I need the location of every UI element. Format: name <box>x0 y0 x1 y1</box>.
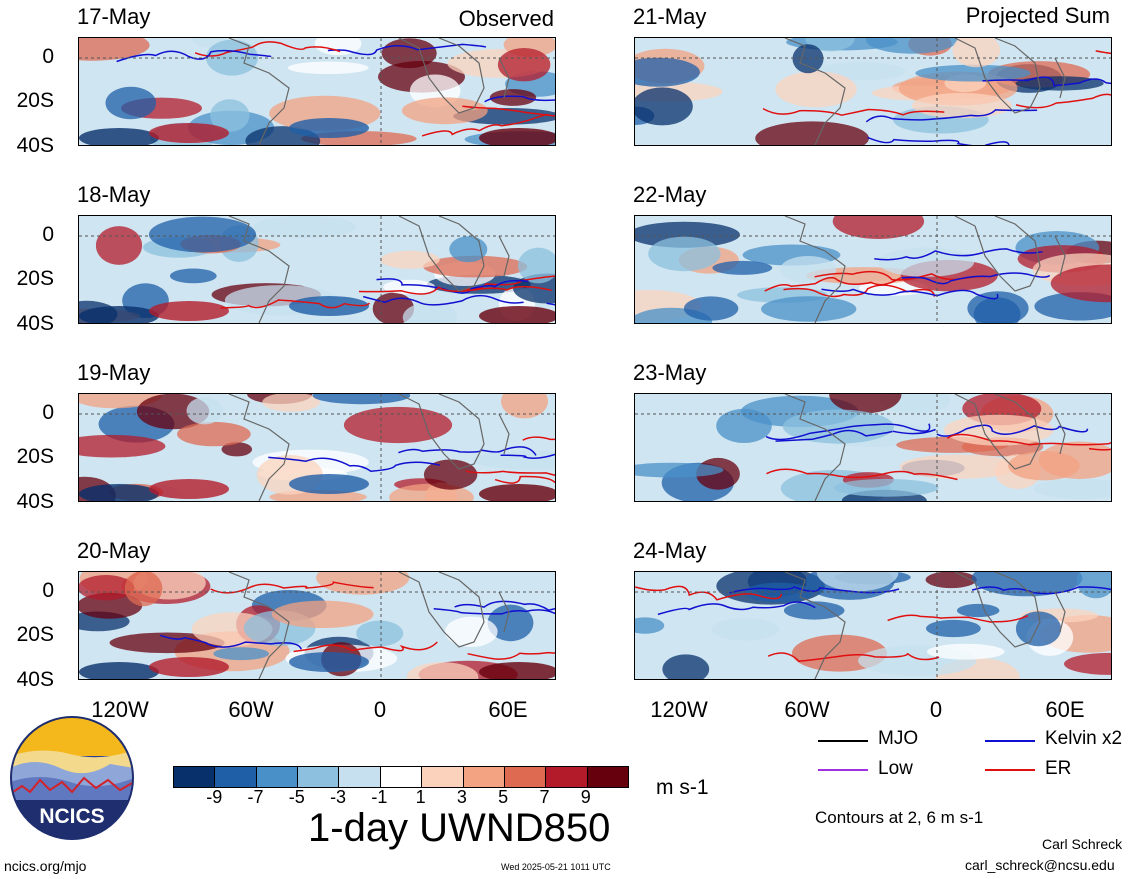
lat-label-2-0: 0 <box>42 401 54 424</box>
colorbar-cell <box>546 767 588 787</box>
projected-header: Projected Sum <box>965 3 1110 28</box>
ncics-logo[interactable]: NCICS <box>10 716 134 840</box>
low-legend-label: Low <box>878 758 913 779</box>
lon-label-120w: 120W <box>91 697 149 722</box>
colorbar-cell <box>256 767 299 787</box>
lon-label-60e-right: 60E <box>1045 697 1085 722</box>
colorbar-cell <box>298 767 340 787</box>
footer-url[interactable]: ncics.org/mjo <box>4 858 87 874</box>
lat-label-0-1: 20S <box>16 89 54 112</box>
panel-date-right-2: 23-May <box>633 360 707 385</box>
contours-note: Contours at 2, 6 m s-1 <box>815 808 984 827</box>
lat-label-3-0: 0 <box>42 579 54 602</box>
colorbar <box>173 766 629 788</box>
lat-label-1-0: 0 <box>42 223 54 246</box>
colorbar-tick-label: -3 <box>330 787 347 807</box>
lat-label-3-1: 20S <box>16 623 54 646</box>
lat-label-2-2: 40S <box>16 490 54 513</box>
er-legend-line <box>985 769 1035 771</box>
panel-date-left-1: 18-May <box>77 182 151 207</box>
colorbar-units: m s-1 <box>656 776 709 799</box>
colorbar-cell <box>339 767 381 787</box>
panel-date-right-1: 22-May <box>633 182 707 207</box>
colorbar-tick-label: 3 <box>456 787 467 807</box>
lat-label-0-0: 0 <box>42 45 54 68</box>
colorbar-tick-label: -9 <box>206 787 223 807</box>
colorbar-tick-label: -1 <box>371 787 388 807</box>
map-panel-right-2 <box>634 393 1112 502</box>
lon-label-60w-right: 60W <box>784 697 830 722</box>
colorbar-tick-label: -7 <box>247 787 264 807</box>
er-legend-label: ER <box>1045 758 1072 779</box>
map-panel-left-2 <box>78 393 556 502</box>
footer-email[interactable]: carl_schreck@ncsu.edu <box>965 857 1115 873</box>
colorbar-tick-label: 7 <box>539 787 550 807</box>
panel-date-right-0: 21-May <box>633 4 707 29</box>
footer-author: Carl Schreck <box>1042 836 1123 852</box>
map-panel-right-3 <box>634 571 1112 680</box>
colorbar-cell <box>422 767 464 787</box>
colorbar-tick-label: 5 <box>498 787 509 807</box>
kelvin-legend-line <box>985 740 1035 742</box>
colorbar-tick-label: -5 <box>288 787 305 807</box>
mjo-legend-label: MJO <box>878 728 919 749</box>
kelvin-legend-label: Kelvin x2 <box>1045 728 1123 749</box>
figure-title: 1-day UWND850 <box>308 806 611 850</box>
lat-label-2-1: 20S <box>16 445 54 468</box>
colorbar-tick-label: 1 <box>415 787 426 807</box>
footer-timestamp: Wed 2025-05-21 1011 UTC <box>501 862 611 872</box>
map-panel-left-0 <box>78 37 556 146</box>
map-panel-left-1 <box>78 215 556 324</box>
logo-text: NCICS <box>39 805 104 828</box>
colorbar-cell <box>504 767 547 787</box>
observed-header: Observed <box>458 6 554 31</box>
map-panel-right-0 <box>634 37 1112 146</box>
map-panel-left-3 <box>78 571 556 680</box>
colorbar-cell <box>587 767 628 787</box>
lon-label-120w-right: 120W <box>650 697 708 722</box>
panel-date-left-2: 19-May <box>77 360 151 385</box>
mjo-legend-line <box>818 740 868 742</box>
lat-label-1-2: 40S <box>16 312 54 335</box>
panel-date-right-3: 24-May <box>633 538 707 563</box>
colorbar-cell <box>380 767 423 787</box>
colorbar-tick-label: 9 <box>580 787 591 807</box>
lon-label-60w: 60W <box>228 697 274 722</box>
lat-label-3-2: 40S <box>16 668 54 691</box>
panel-date-left-0: 17-May <box>77 4 151 29</box>
colorbar-cell <box>215 767 257 787</box>
lat-label-0-2: 40S <box>16 134 54 157</box>
low-legend-line <box>818 769 868 771</box>
lat-label-1-1: 20S <box>16 267 54 290</box>
lon-label-60e: 60E <box>488 697 528 722</box>
colorbar-cell <box>463 767 505 787</box>
map-panel-right-1 <box>634 215 1112 324</box>
lon-label-0-right: 0 <box>929 697 943 722</box>
lon-label-0: 0 <box>373 697 387 722</box>
panel-date-left-3: 20-May <box>77 538 151 563</box>
colorbar-cell <box>174 767 216 787</box>
